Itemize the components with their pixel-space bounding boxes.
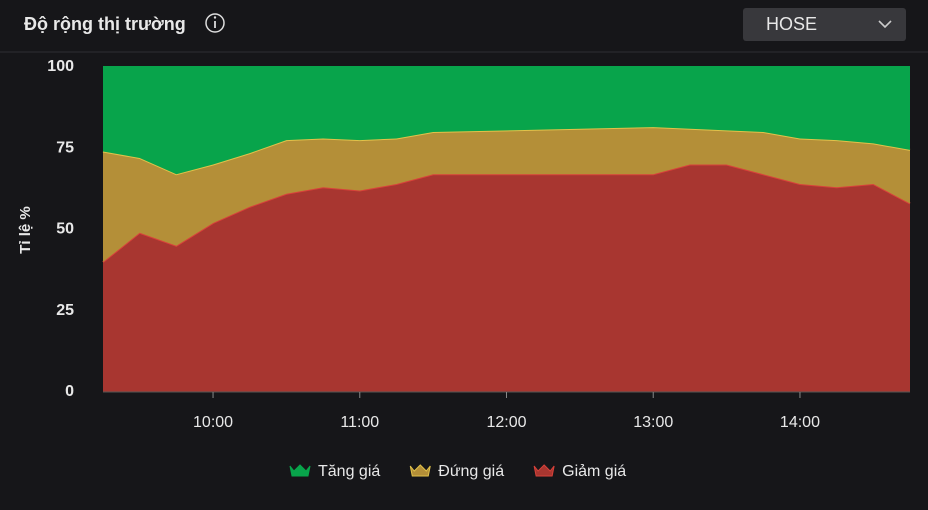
dropdown-label: HOSE <box>766 14 817 34</box>
y-tick-label: 100 <box>47 58 74 75</box>
legend-icon <box>533 464 555 477</box>
title: Độ rộng thị trường <box>24 14 186 34</box>
legend-item[interactable]: Đứng giá <box>409 463 504 480</box>
x-tick-label: 14:00 <box>780 414 820 431</box>
x-tick-label: 11:00 <box>340 414 379 431</box>
legend-item[interactable]: Giảm giá <box>533 463 626 480</box>
legend-label: Giảm giá <box>562 463 626 480</box>
legend-label: Đứng giá <box>438 463 504 480</box>
y-tick-label: 0 <box>65 383 74 400</box>
y-tick-label: 50 <box>56 221 74 238</box>
exchange-dropdown[interactable]: HOSE <box>743 8 906 41</box>
info-icon[interactable] <box>205 13 225 33</box>
x-tick-label: 10:00 <box>193 414 233 431</box>
area <box>103 67 910 175</box>
y-axis-label: Tỉ lệ % <box>17 206 34 254</box>
legend-item[interactable]: Tăng giá <box>289 463 380 480</box>
legend-icon <box>409 464 431 477</box>
area <box>103 164 910 392</box>
x-tick-label: 12:00 <box>486 414 526 431</box>
y-tick-label: 75 <box>56 139 74 156</box>
x-tick-label: 13:00 <box>633 414 673 431</box>
y-tick-label: 25 <box>56 302 74 319</box>
legend-label: Tăng giá <box>318 463 380 480</box>
legend-icon <box>289 464 311 477</box>
area <box>103 127 910 262</box>
area-edge <box>102 163 911 263</box>
